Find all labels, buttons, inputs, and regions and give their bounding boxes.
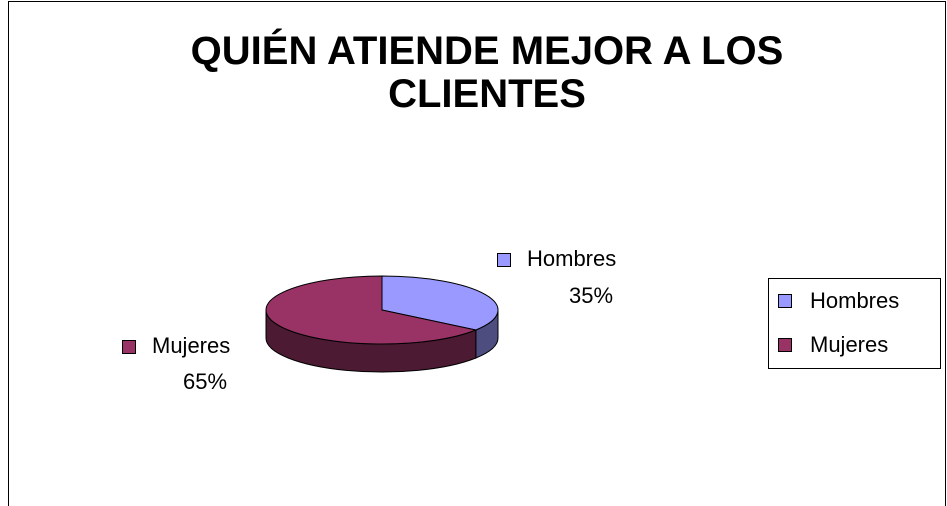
legend-box xyxy=(768,278,941,369)
slice xyxy=(265,275,478,345)
legend-key xyxy=(778,338,792,352)
legend-label: Hombres xyxy=(810,288,899,313)
chart-title: QUIÉN ATIENDE MEJOR A LOS CLIENTES xyxy=(190,29,784,116)
value-label: 35% xyxy=(569,283,613,308)
label-key xyxy=(497,253,511,267)
chart-frame xyxy=(8,1,946,506)
slice xyxy=(381,275,499,331)
category-label: Hombres xyxy=(527,246,616,271)
legend-key xyxy=(778,294,792,308)
legend-label: Mujeres xyxy=(810,332,888,357)
value-label: 65% xyxy=(183,369,227,394)
category-label: Mujeres xyxy=(152,333,230,358)
label-key xyxy=(122,340,136,354)
